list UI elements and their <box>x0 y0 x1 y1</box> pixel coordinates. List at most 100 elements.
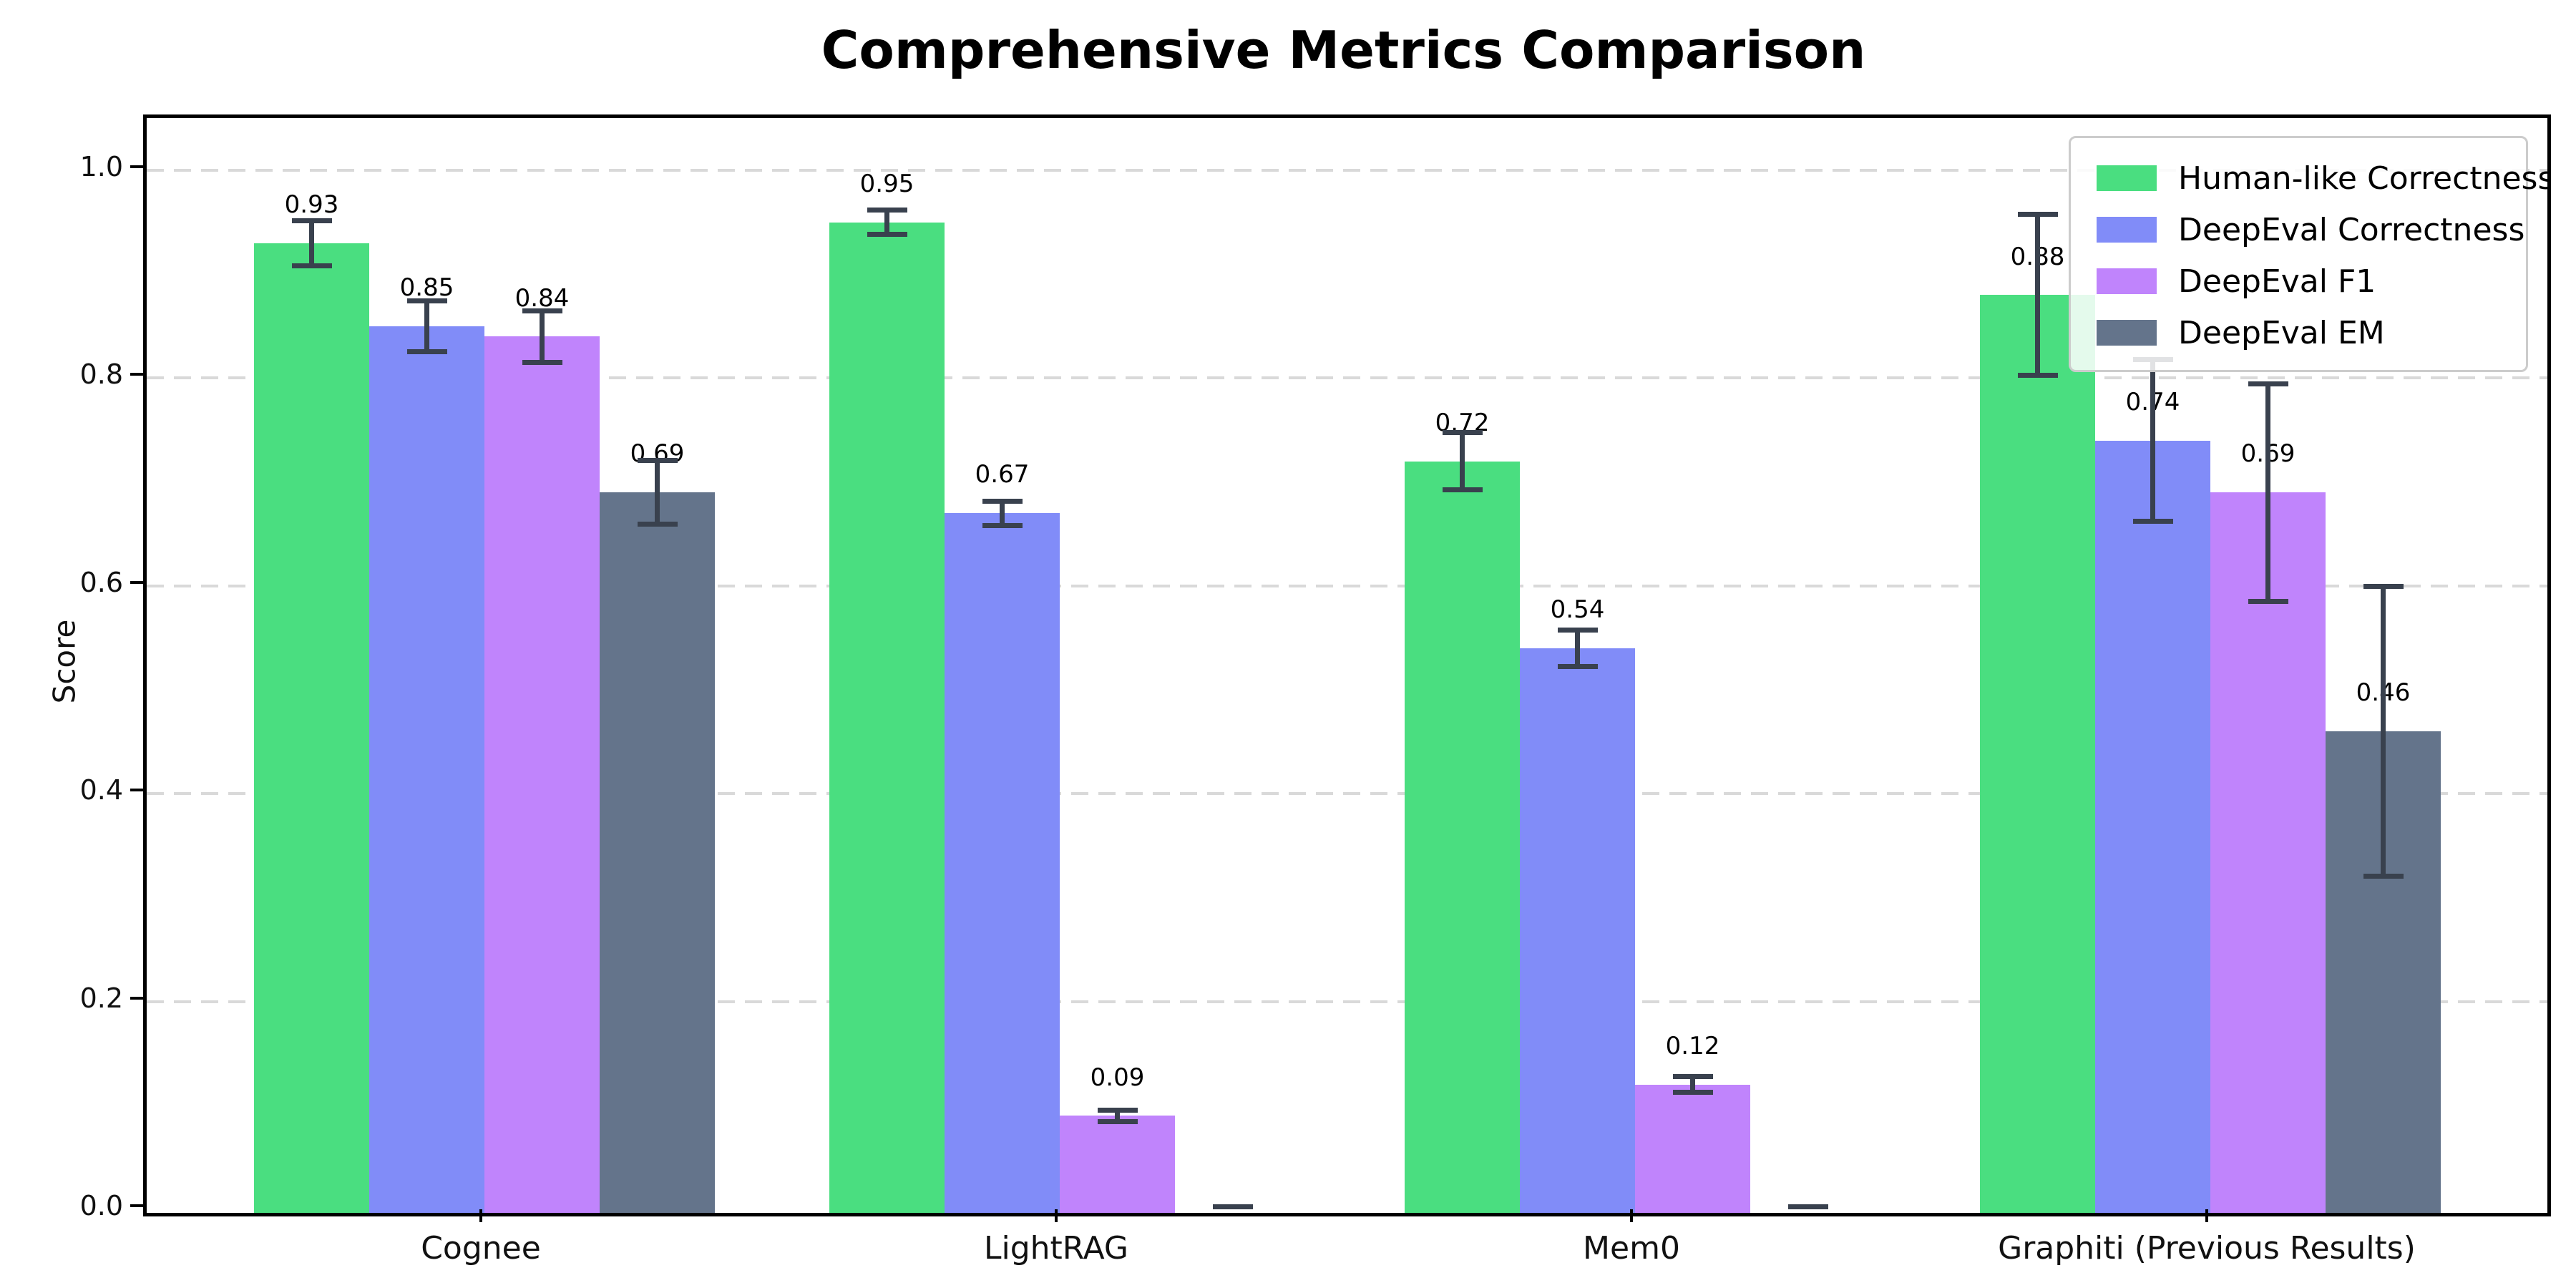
gridline-0.8 <box>147 376 2547 380</box>
error-bar <box>424 300 429 353</box>
error-bar-cap-bottom <box>982 522 1023 528</box>
x-tick-mark <box>1055 1209 1058 1222</box>
error-bar-cap-bottom <box>1672 1090 1713 1096</box>
error-bar-cap-top <box>1212 1204 1253 1209</box>
y-tick-label: 0.4 <box>79 774 123 806</box>
error-bar <box>2150 359 2155 522</box>
error-bar-cap-bottom <box>522 359 562 365</box>
bar-value-label: 0.85 <box>399 273 454 303</box>
error-bar-cap-top <box>982 498 1023 504</box>
error-bar-cap-bottom <box>637 522 678 527</box>
legend-swatch <box>2097 268 2157 294</box>
chart-title: Comprehensive Metrics Comparison <box>821 20 1866 80</box>
y-tick-label: 0.8 <box>79 358 123 391</box>
error-bar-cap-top <box>637 458 678 464</box>
legend-item-deepeval-correctness: DeepEval Correctness <box>2097 204 2524 255</box>
bar-value-label: 0.12 <box>1665 1032 1720 1061</box>
error-bar <box>655 460 660 525</box>
legend: Human-like Correctness DeepEval Correctne… <box>2069 136 2547 372</box>
y-tick-mark <box>130 165 143 168</box>
error-bar-cap-top <box>867 208 907 213</box>
y-tick-mark <box>130 580 143 584</box>
legend-item-human-like-correctness: Human-like Correctness <box>2097 152 2547 204</box>
y-tick-mark <box>130 789 143 792</box>
bar-deepeval-f1-0 <box>484 336 600 1213</box>
bar-deepeval-f1-1 <box>1060 1116 1175 1213</box>
error-bar-cap-bottom <box>291 263 332 268</box>
bar-human-like-correctness-2 <box>1405 461 1520 1213</box>
bar-deepeval-correctness-3 <box>2095 440 2210 1213</box>
error-bar <box>2265 383 2270 602</box>
error-bar <box>1575 629 1580 668</box>
legend-item-deepeval-em: DeepEval EM <box>2097 307 2509 358</box>
error-bar-cap-top <box>291 218 332 223</box>
bar-value-label: 0.67 <box>975 460 1030 489</box>
error-bar-cap-bottom <box>2132 518 2173 524</box>
gridline-1.0 <box>147 169 2547 172</box>
gridline-0.6 <box>147 584 2547 587</box>
legend-swatch <box>2097 165 2157 191</box>
bar-value-label: 0.84 <box>514 283 570 313</box>
x-tick-mark <box>1630 1209 1633 1222</box>
legend-label: Human-like Correctness <box>2178 160 2551 197</box>
error-bar <box>1000 500 1005 526</box>
error-bar-cap-bottom <box>2017 373 2058 379</box>
y-tick-label: 0.6 <box>79 566 123 598</box>
error-bar-cap-top <box>1097 1107 1138 1113</box>
legend-label: DeepEval Correctness <box>2178 211 2525 248</box>
plot-area: 0.930.950.720.880.850.670.540.740.840.09… <box>143 114 2551 1216</box>
bar-value-label: 0.54 <box>1550 595 1605 625</box>
gridline-0.4 <box>147 792 2547 796</box>
error-bar-cap-bottom <box>1442 487 1483 493</box>
bar-value-label: 0.09 <box>1090 1063 1145 1092</box>
gridline-0.2 <box>147 1000 2547 1003</box>
x-tick-mark <box>479 1209 482 1222</box>
error-bar-cap-bottom <box>1557 664 1598 670</box>
bar-deepeval-correctness-2 <box>1520 648 1635 1213</box>
error-bar <box>2035 213 2040 376</box>
y-axis-title: Score <box>47 619 82 704</box>
legend-item-deepeval-f1: DeepEval F1 <box>2097 255 2509 307</box>
x-tick-label: LightRAG <box>983 1230 1129 1267</box>
x-tick-label: Mem0 <box>1583 1230 1680 1267</box>
error-bar-cap-top <box>1557 627 1598 633</box>
bar-value-label: 0.95 <box>859 169 914 198</box>
error-bar-cap-top <box>406 298 447 303</box>
y-tick-mark <box>130 373 143 376</box>
error-bar-cap-bottom <box>867 232 907 238</box>
error-bar-cap-bottom <box>2248 598 2288 604</box>
y-tick-label: 1.0 <box>79 151 123 182</box>
error-bar <box>1115 1109 1120 1123</box>
error-bar-cap-bottom <box>2363 874 2404 879</box>
error-bar-cap-top <box>2017 211 2058 217</box>
error-bar <box>309 220 314 266</box>
error-bar-cap-top <box>2248 381 2288 386</box>
error-bar-cap-top <box>2363 583 2404 589</box>
x-tick-label: Cognee <box>421 1230 541 1267</box>
y-tick-label: 0.0 <box>79 1190 123 1221</box>
error-bar <box>1690 1076 1695 1093</box>
bar-human-like-correctness-0 <box>254 243 369 1213</box>
error-bar-cap-bottom <box>406 349 447 355</box>
legend-label: DeepEval F1 <box>2178 263 2376 300</box>
bar-value-label: 0.93 <box>284 190 339 219</box>
y-tick-mark <box>130 996 143 1000</box>
legend-label: DeepEval EM <box>2178 314 2385 351</box>
error-bar-cap-top <box>1442 429 1483 435</box>
bar-human-like-correctness-3 <box>1980 295 2095 1213</box>
error-bar <box>2381 585 2386 877</box>
error-bar <box>1460 431 1465 491</box>
error-bar <box>884 210 889 235</box>
error-bar-cap-bottom <box>1097 1119 1138 1125</box>
bar-deepeval-em-0 <box>600 492 715 1213</box>
bar-human-like-correctness-1 <box>829 222 945 1213</box>
y-tick-label: 0.2 <box>79 982 123 1014</box>
y-tick-mark <box>130 1204 143 1207</box>
x-tick-label: Graphiti (Previous Results) <box>1998 1230 2416 1267</box>
error-bar-cap-top <box>522 308 562 314</box>
bar-deepeval-f1-2 <box>1635 1084 1750 1213</box>
x-tick-mark <box>2205 1209 2208 1222</box>
error-bar <box>540 311 545 363</box>
error-bar-cap-top <box>1787 1204 1828 1209</box>
